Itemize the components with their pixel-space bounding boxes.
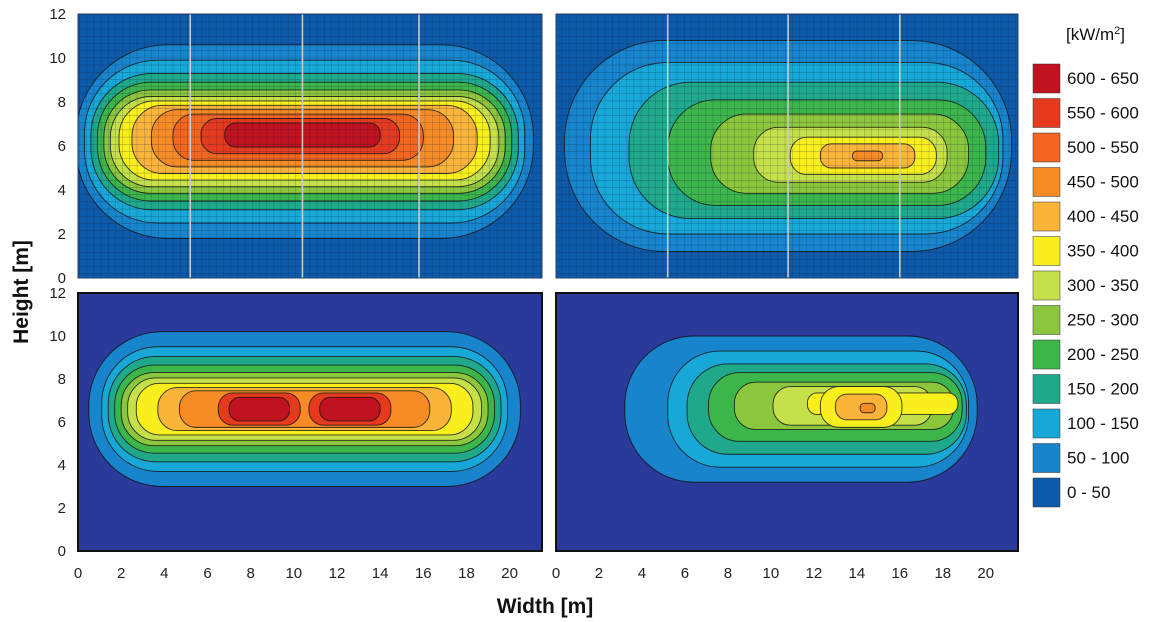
- x-tick-label: 14: [848, 565, 865, 582]
- legend-swatch: [1032, 477, 1061, 508]
- panel-top-right: [555, 13, 1019, 279]
- contour-layers: [78, 293, 542, 551]
- y-tick-label: 6: [58, 138, 66, 155]
- legend-swatch: [1032, 132, 1061, 163]
- legend-swatch: [1032, 408, 1061, 439]
- x-axis-label: Width [m]: [497, 595, 594, 618]
- legend-label: 550 - 600: [1067, 104, 1139, 123]
- legend-swatch: [1032, 98, 1061, 128]
- panel-bottom-left: [77, 292, 543, 552]
- x-tick-label: 12: [806, 565, 823, 582]
- legend-swatch: [1032, 201, 1061, 232]
- legend-label: 50 - 100: [1067, 449, 1129, 468]
- y-tick-label: 8: [58, 94, 66, 111]
- x-tick-label: 0: [74, 565, 82, 582]
- legend-swatch: [1032, 270, 1061, 301]
- legend-label: 600 - 650: [1067, 69, 1139, 88]
- y-tick-label: 4: [58, 182, 66, 199]
- y-tick-label: 12: [49, 285, 66, 302]
- x-tick-label: 18: [934, 565, 951, 582]
- legend-swatch: [1032, 63, 1061, 94]
- legend-swatch: [1032, 236, 1061, 266]
- x-tick-label: 12: [329, 565, 346, 582]
- x-tick-label: 4: [638, 565, 646, 582]
- x-ticks-left: 0 2 4 6 8 10 12 14 16 18 20: [74, 565, 518, 582]
- panel-bottom-right: [555, 292, 1019, 552]
- y-tick-label: 0: [58, 543, 66, 560]
- legend-label: 400 - 450: [1067, 207, 1139, 226]
- x-tick-label: 10: [763, 565, 780, 582]
- x-tick-label: 16: [415, 565, 432, 582]
- y-axis-label: Height [m]: [10, 240, 33, 344]
- contour-layers: [78, 14, 542, 278]
- x-tick-label: 6: [203, 565, 211, 582]
- panel-frame: [77, 292, 543, 552]
- y-tick-label: 10: [49, 50, 66, 67]
- y-tick-label: 0: [58, 270, 66, 287]
- y-tick-label: 8: [58, 371, 66, 388]
- y-tick-label: 2: [58, 500, 66, 517]
- y-tick-label: 12: [49, 6, 66, 23]
- contour-band-600-650: [319, 396, 381, 422]
- x-tick-label: 20: [501, 565, 518, 582]
- legend-label: 250 - 300: [1067, 311, 1139, 330]
- legend-swatch: [1032, 443, 1061, 473]
- legend-label: 0 - 50: [1067, 483, 1110, 502]
- x-tick-label: 2: [117, 565, 125, 582]
- contour-layers: [556, 293, 1018, 551]
- panel-frame: [555, 13, 1019, 279]
- contour-band-600-650: [228, 396, 290, 422]
- x-tick-label: 16: [891, 565, 908, 582]
- x-tick-label: 10: [285, 565, 302, 582]
- x-tick-label: 20: [977, 565, 994, 582]
- contour-layers: [556, 14, 1018, 278]
- x-tick-label: 4: [160, 565, 168, 582]
- legend-label: 100 - 150: [1067, 414, 1139, 433]
- y-tick-label: 10: [49, 328, 66, 345]
- y-tick-label: 6: [58, 414, 66, 431]
- x-tick-label: 8: [246, 565, 254, 582]
- x-tick-label: 2: [595, 565, 603, 582]
- x-tick-label: 8: [724, 565, 732, 582]
- mesh-grid-overlay: [556, 14, 1018, 278]
- x-tick-label: 6: [681, 565, 689, 582]
- legend-swatch: [1032, 167, 1061, 197]
- mesh-grid-overlay: [78, 14, 542, 278]
- legend-swatch: [1032, 339, 1061, 370]
- y-tick-label: 4: [58, 457, 66, 474]
- legend-label: 500 - 550: [1067, 138, 1139, 157]
- panel-frame: [555, 292, 1019, 552]
- legend-label: 200 - 250: [1067, 345, 1139, 364]
- legend-title: [kW/m2]: [1066, 25, 1125, 44]
- y-tick-label: 2: [58, 226, 66, 243]
- y-ticks-top: 0 2 4 6 8 10 12: [49, 6, 66, 287]
- legend-label: 150 - 200: [1067, 380, 1139, 399]
- panel-top-left: [77, 13, 543, 279]
- x-tick-label: 0: [552, 565, 560, 582]
- panel-frame: [77, 13, 543, 279]
- x-tick-label: 14: [372, 565, 389, 582]
- legend-swatch: [1032, 305, 1061, 335]
- contour-band-450-500: [178, 390, 431, 428]
- x-ticks-right: 0 2 4 6 8 10 12 14 16 18 20: [552, 565, 994, 582]
- y-ticks-bottom: 0 2 4 6 8 10 12: [49, 285, 66, 560]
- legend-label: 350 - 400: [1067, 242, 1139, 261]
- legend-swatch: [1032, 374, 1061, 404]
- x-tick-label: 18: [458, 565, 475, 582]
- legend-label: 450 - 500: [1067, 173, 1139, 192]
- legend-entries: 600 - 650 550 - 600 500 - 550 450 - 500 400 …: [1032, 63, 1139, 508]
- legend-label: 300 - 350: [1067, 276, 1139, 295]
- contour-band-450-500: [859, 402, 876, 414]
- legend: [kW/m2] 600 - 650 550 - 600 500 - 550 450 -…: [1032, 25, 1139, 508]
